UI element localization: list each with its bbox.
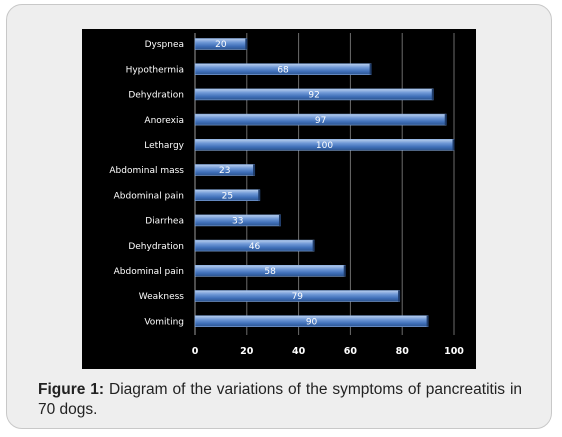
bar-end-10 <box>398 290 401 302</box>
data-label-7: 33 <box>232 217 243 227</box>
data-label-8: 46 <box>249 242 261 252</box>
data-label-4: 100 <box>316 141 333 151</box>
bar-end-6 <box>258 189 261 201</box>
data-label-2: 92 <box>308 91 319 101</box>
data-label-5: 23 <box>219 166 230 176</box>
bar-end-4 <box>452 139 455 151</box>
data-label-0: 20 <box>215 40 227 50</box>
x-tick-label-4: 80 <box>396 346 410 357</box>
caption-text: Diagram of the variations of the symptom… <box>38 381 523 418</box>
data-label-10: 79 <box>292 292 304 302</box>
gridlines <box>194 33 455 335</box>
data-label-1: 68 <box>277 65 289 75</box>
category-label-6: Abdominal pain <box>114 191 184 201</box>
category-label-11: Vomiting <box>144 317 184 327</box>
bar-end-1 <box>369 63 372 75</box>
category-label-2: Dehydration <box>128 91 184 101</box>
x-axis-ticks: 0 20 40 60 80 100 <box>192 346 465 357</box>
category-labels: Dyspnea Hypothermia Dehydration Anorexia Let… <box>109 40 184 327</box>
bar-end-2 <box>431 88 434 100</box>
bar-end-8 <box>312 240 315 252</box>
x-tick-label-0: 0 <box>192 346 199 357</box>
bar-end-0 <box>245 38 248 50</box>
category-label-1: Hypothermia <box>126 65 184 75</box>
x-tick-label-2: 40 <box>292 346 306 357</box>
caption-figure-label: Figure 1: <box>38 381 105 398</box>
figure-caption: Figure 1: Diagram of the variations of t… <box>38 380 522 420</box>
category-label-9: Abdominal pain <box>114 267 184 277</box>
bar-end-7 <box>278 214 281 226</box>
data-label-11: 90 <box>306 317 318 327</box>
x-tick-label-3: 60 <box>344 346 358 357</box>
x-tick-label-5: 100 <box>444 346 464 357</box>
bars: 20 68 92 97 100 23 25 33 46 58 79 90 <box>194 38 455 327</box>
category-label-8: Dehydration <box>128 242 184 252</box>
category-label-4: Lethargy <box>144 141 184 151</box>
x-tick-label-1: 20 <box>240 346 254 357</box>
category-label-5: Abdominal mass <box>109 166 184 176</box>
data-label-9: 58 <box>264 267 276 277</box>
category-label-10: Weakness <box>139 292 185 302</box>
category-label-3: Anorexia <box>144 116 184 126</box>
bar-chart: 20 68 92 97 100 23 25 33 46 58 79 90 Dyspnea Hypothe… <box>109 33 465 357</box>
bar-end-3 <box>444 114 447 126</box>
data-label-3: 97 <box>315 116 326 126</box>
bar-end-5 <box>253 164 256 176</box>
category-label-7: Diarrhea <box>145 217 184 227</box>
category-label-0: Dyspnea <box>145 40 184 50</box>
chart-panel: 20 68 92 97 100 23 25 33 46 58 79 90 Dyspnea Hypothe… <box>82 29 476 369</box>
bar-end-9 <box>343 265 346 277</box>
data-label-6: 25 <box>222 191 233 201</box>
bar-end-11 <box>426 315 429 327</box>
